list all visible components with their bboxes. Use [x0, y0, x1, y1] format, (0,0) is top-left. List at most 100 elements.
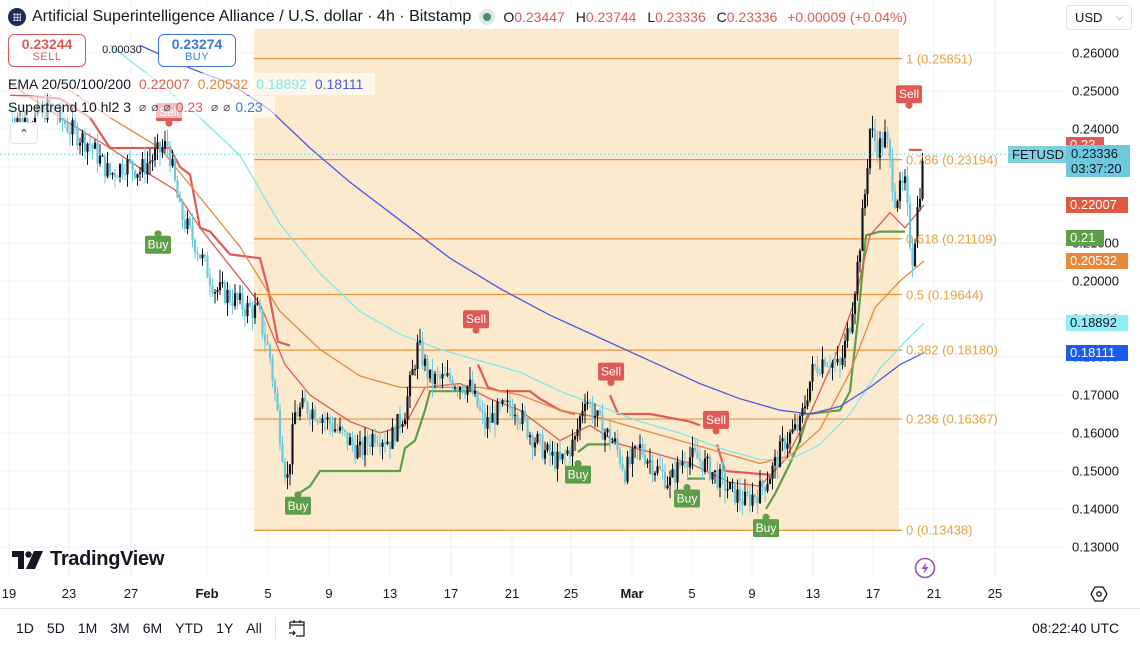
open-value: 0.23447 [514, 9, 565, 25]
tradingview-logo[interactable]: TradingView [12, 548, 164, 571]
ema50-value: 0.20532 [197, 76, 249, 92]
price-axis-tag: 0.21 [1066, 230, 1104, 247]
buy-signal[interactable]: Buy [565, 460, 591, 484]
trade-buttons: 0.23244 SELL 0.00030 0.23274 BUY [8, 33, 236, 67]
symbol-logo-icon [8, 8, 26, 26]
time-tick: Mar [620, 586, 644, 601]
range-1y[interactable]: 1Y [216, 620, 234, 636]
fib-level-label: 0.382 (0.18180) [906, 342, 998, 358]
time-tick: 13 [382, 586, 398, 601]
time-tick: 5 [688, 586, 696, 601]
fib-level-label: 0.236 (0.16367) [906, 411, 998, 427]
symbol-tag: FETUSD [1008, 146, 1068, 163]
time-tick: 9 [748, 586, 756, 601]
sell-signal[interactable]: Sell [703, 410, 729, 435]
buy-signal[interactable]: Buy [753, 513, 779, 538]
price-tick: 0.26000 [1072, 45, 1119, 61]
divider [274, 617, 276, 639]
time-tick: 21 [504, 586, 520, 601]
clock[interactable]: 08:22:40 UTC [1032, 620, 1120, 636]
time-tick: 23 [61, 586, 77, 601]
close-value: 0.23336 [726, 9, 778, 25]
supertrend-up-line [297, 390, 475, 495]
buy-signal[interactable]: Buy [285, 491, 311, 515]
change-value: +0.00009 (+0.04%) [787, 9, 908, 25]
high-value: 0.23744 [585, 9, 637, 25]
price-tick: 0.24000 [1072, 121, 1119, 137]
ema-legend[interactable]: EMA 20/50/100/200 0.22007 0.20532 0.1889… [8, 73, 376, 95]
supertrend-up-line [577, 443, 610, 453]
time-tick: 21 [926, 586, 942, 601]
range-6m[interactable]: 6M [142, 620, 163, 636]
svg-text:Buy: Buy [756, 521, 777, 535]
go-to-date-icon[interactable] [286, 617, 308, 639]
ema20-value: 0.22007 [139, 76, 190, 92]
time-tick: 19 [1, 586, 17, 601]
time-tick: 25 [987, 586, 1003, 601]
na-icon: ⌀ [151, 100, 159, 114]
time-tick: 5 [264, 586, 272, 601]
supertrend-down-line [9, 93, 291, 347]
time-tick: 25 [563, 586, 579, 601]
price-tick: 0.13000 [1072, 539, 1119, 555]
spread-value: 0.00030 [102, 44, 142, 56]
svg-text:Sell: Sell [899, 87, 919, 101]
range-all[interactable]: All [246, 620, 262, 636]
na-icon: ⌀ [223, 100, 231, 114]
fib-level-label: 0.618 (0.21109) [906, 231, 997, 247]
sell-signal[interactable]: Sell [896, 85, 922, 109]
fib-level-label: 0.5 (0.19644) [906, 287, 984, 303]
last-price-tag: 0.23336 03:37:20 [1066, 145, 1130, 177]
ema-name: EMA 20/50/100/200 [8, 76, 131, 92]
price-tick: 0.16000 [1072, 425, 1119, 441]
na-icon: ⌀ [163, 100, 171, 114]
supertrend-legend[interactable]: Supertrend 10 hl2 3 ⌀ ⌀ ⌀ 0.23 ⌀ ⌀ 0.23 [8, 96, 275, 118]
chevron-down-icon: ⌵ [1116, 12, 1123, 22]
supertrend-down-line [608, 394, 701, 427]
price-axis-tag: 0.22007 [1066, 196, 1128, 213]
fib-zone [254, 28, 899, 531]
buy-signal[interactable]: Buy [674, 484, 700, 508]
lightning-icon[interactable] [914, 557, 936, 579]
buy-button[interactable]: 0.23274 BUY [158, 33, 236, 67]
time-tick: 17 [865, 586, 881, 601]
price-axis-tag: 0.18892 [1066, 315, 1128, 332]
time-tick: 9 [325, 586, 333, 601]
market-status-icon[interactable] [479, 9, 496, 25]
ema-line [59, 82, 925, 465]
currency-select[interactable]: USD ⌵ [1066, 5, 1132, 30]
chevron-up-icon: ⌃ [19, 127, 29, 140]
price-tick: 0.14000 [1072, 501, 1119, 517]
range-1d[interactable]: 1D [16, 620, 34, 636]
ema200-value: 0.18111 [314, 76, 364, 92]
range-3m[interactable]: 3M [110, 620, 130, 636]
svg-text:Sell: Sell [706, 413, 726, 427]
svg-text:Buy: Buy [677, 492, 698, 506]
sell-signal[interactable]: Sell [598, 362, 624, 387]
price-axis-tag: 0.20532 [1066, 252, 1128, 269]
fib-level-label: 1 (0.25851) [906, 51, 973, 67]
price-tick: 0.15000 [1072, 463, 1119, 479]
chart-title[interactable]: Artificial Superintelligence Alliance / … [32, 8, 472, 25]
price-tick: 0.17000 [1072, 387, 1119, 403]
svg-text:Sell: Sell [601, 365, 621, 379]
price-tick: 0.25000 [1072, 83, 1119, 99]
collapse-legend-button[interactable]: ⌃ [10, 122, 38, 144]
range-5d[interactable]: 5D [46, 620, 65, 636]
price-axis-tag: 0.18111 [1066, 344, 1128, 361]
sell-button[interactable]: 0.23244 SELL [8, 33, 86, 67]
buy-signal[interactable]: Buy [145, 230, 171, 254]
svg-text:Buy: Buy [148, 238, 169, 252]
settings-gear-icon[interactable] [1090, 586, 1108, 602]
supertrend-down-value: 0.23 [175, 99, 203, 115]
na-icon: ⌀ [210, 100, 219, 114]
time-tick: 27 [123, 586, 139, 601]
na-icon: ⌀ [138, 100, 147, 114]
range-ytd[interactable]: YTD [175, 620, 204, 636]
range-1m[interactable]: 1M [77, 620, 98, 636]
sell-signal[interactable]: Sell [463, 310, 489, 334]
ema100-value: 0.18892 [256, 76, 307, 92]
svg-text:Buy: Buy [288, 499, 309, 513]
